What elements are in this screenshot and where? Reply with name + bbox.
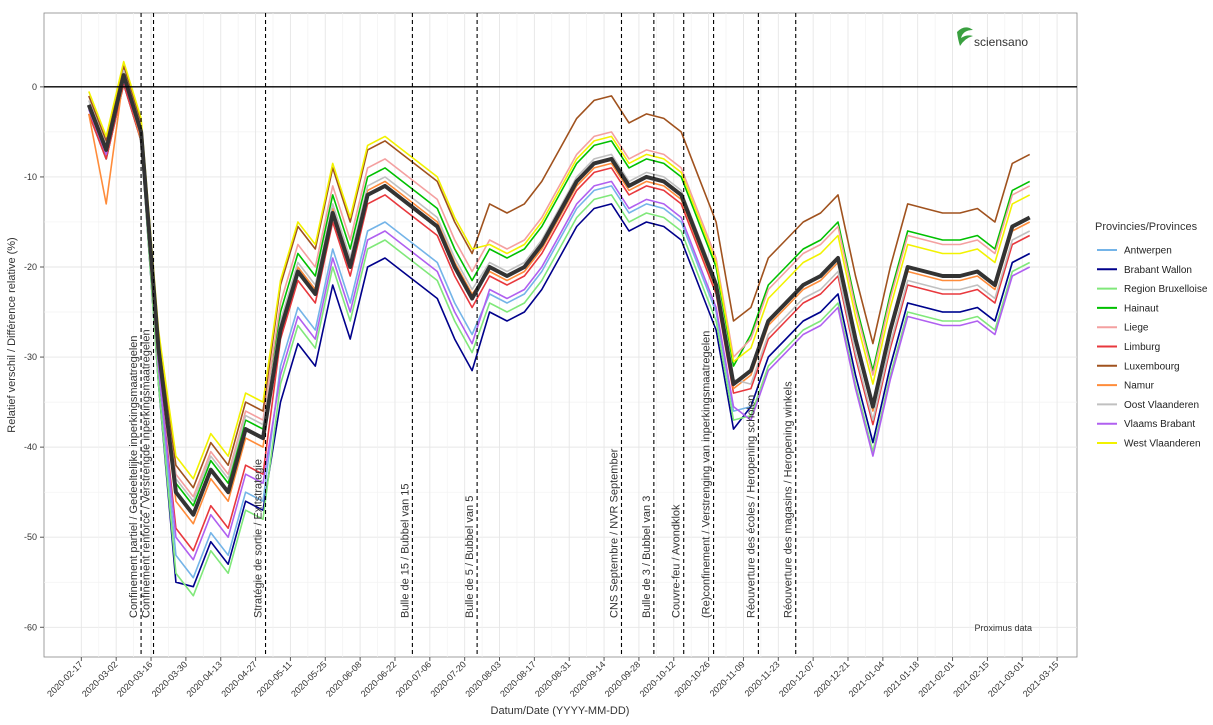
x-tick-label: 2020-03-30 [150,659,190,699]
event-label: Stratégie de sortie / Exitstrategie [253,459,265,618]
series-line [88,65,1031,489]
legend-label: West Vlaanderen [1124,439,1201,450]
legend-label: Antwerpen [1124,246,1172,257]
y-axis-label: Relatief verschil / Différence relative … [6,237,18,432]
x-tick-label: 2020-08-31 [533,659,573,699]
x-tick-label: 2020-06-08 [324,659,364,699]
series-line [88,74,1031,498]
x-tick-label: 2020-08-03 [463,659,503,699]
y-tick-label: -50 [24,532,37,542]
event-label: Bulle de 5 / Bubbel van 5 [464,496,476,618]
event-label: Couvre-feu / Avondklok [671,504,683,618]
x-tick-label: 2020-03-02 [80,659,120,699]
x-tick-label: 2020-12-07 [777,659,817,699]
legend-label: Vlaams Brabant [1124,419,1195,430]
legend: Antwerpen Brabant Wallon Region Bruxellois… [1097,246,1208,450]
series-line [88,74,1031,507]
legend-label: Liege [1124,323,1149,334]
y-tick-label: -20 [24,262,37,272]
x-tick-label: 2020-12-21 [812,659,852,699]
x-tick-label: 2021-02-01 [916,659,956,699]
logo-text: sciensano [974,35,1028,49]
x-tick-label: 2020-03-16 [115,659,155,699]
x-tick-label: 2021-03-15 [1021,659,1061,699]
x-tick-label: 2020-02-17 [45,659,85,699]
x-tick-label: 2020-04-27 [219,659,259,699]
x-tick-label: 2020-05-11 [255,659,294,698]
series-line [88,83,1031,597]
legend-label: Limburg [1124,342,1160,353]
x-tick-label: 2021-01-18 [881,659,921,699]
x-tick-label: 2020-04-13 [185,659,225,699]
legend-label: Region Bruxelloise [1124,284,1208,295]
event-label: Bulle de 15 / Bubbel van 15 [399,483,411,618]
x-axis-label: Datum/Date (YYYY-MM-DD) [491,705,630,717]
event-label: Confinement renforcé / Verstrengde inper… [141,329,153,618]
x-tick-label: 2021-03-01 [986,659,1026,699]
y-tick-label: -40 [24,442,37,452]
series-line [88,78,1031,561]
x-tick-label: 2020-11-09 [708,659,747,698]
x-tick-label: 2020-08-17 [498,659,538,699]
y-tick-label: 0 [32,82,37,92]
legend-label: Luxembourg [1124,361,1180,372]
events: Confinement partiel / Gedeeltelijke inpe… [128,13,797,657]
series-line [88,60,1031,480]
legend-label: Brabant Wallon [1124,265,1192,276]
y-tick-label: -30 [24,352,37,362]
x-tick-label: 2020-10-12 [638,659,678,699]
x-tick-label: 2020-07-20 [428,659,468,699]
y-tick-label: -10 [24,172,37,182]
x-tick-label: 2021-02-15 [951,659,991,699]
series-line [88,83,1031,552]
legend-title: Provincies/Provinces [1095,221,1198,233]
lines [44,60,1077,597]
legend-label: Oost Vlaanderen [1124,400,1199,411]
logo-icon [957,27,973,46]
x-tick-label: 2020-07-06 [394,659,434,699]
plot-panel [43,12,1078,658]
series-line [88,74,1031,525]
x-tick-label: 2020-06-22 [359,659,399,699]
grid [44,13,1077,657]
event-label: Bulle de 3 / Bubbel van 3 [641,496,653,618]
series-line [88,69,1031,502]
event-label: Réouverture des écoles / Heropening scho… [745,395,757,618]
annotation: Proximus data [974,623,1032,633]
event-label: Confinement partiel / Gedeeltelijke inpe… [128,336,140,619]
series-line [88,83,1031,588]
x-tick-label: 2020-10-26 [672,659,712,699]
x-tick-label: 2021-01-04 [847,659,887,699]
event-label: (Re)confinement / Verstrenging van inper… [701,331,713,618]
average-line [86,73,1031,517]
legend-label: Namur [1124,381,1155,392]
x-tick-label: 2020-09-14 [568,659,608,699]
event-label: Réouverture des magasins / Heropening wi… [783,381,795,618]
event-label: CNS Septembre / NVR September [608,448,620,618]
legend-label: Hainaut [1124,303,1159,314]
x-tick-label: 2020-09-28 [603,659,643,699]
x-tick-label: 2020-11-23 [743,659,782,698]
x-tick-label: 2020-05-25 [289,659,329,699]
y-tick-label: -60 [24,622,37,632]
